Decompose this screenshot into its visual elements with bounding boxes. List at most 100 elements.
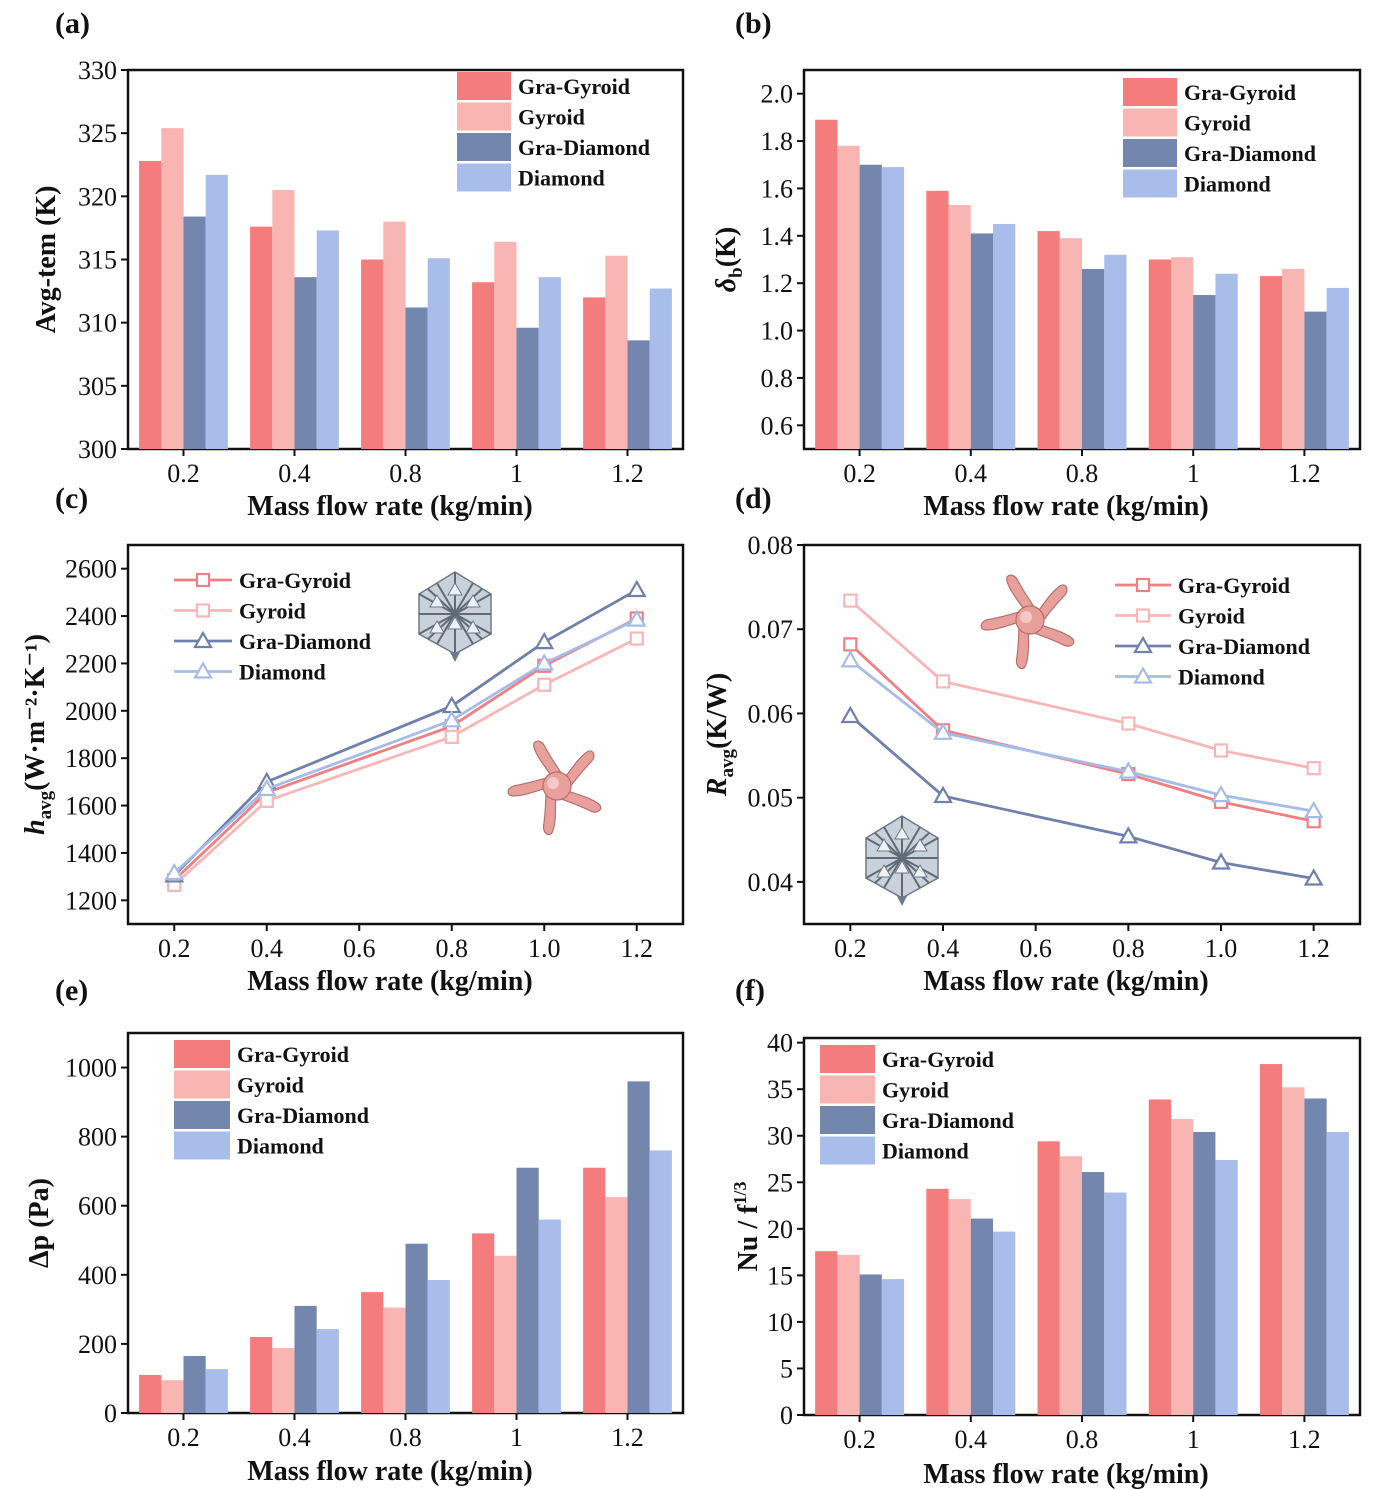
diamond-facet [912, 838, 928, 852]
panel-label: (a) [55, 7, 90, 40]
diamond-facet [429, 620, 445, 634]
series-line-gra-gyroid [173, 617, 638, 882]
marker-diamond-1 [256, 778, 277, 797]
marker-diamond-0 [840, 650, 861, 668]
y-axis-label-sup: 1/3 [730, 1182, 750, 1205]
legend-swatch-gra-gyroid [174, 1040, 230, 1068]
x-axis-label: Mass flow rate (kg/min) [923, 966, 1208, 997]
bar-b-gyroid-0 [837, 145, 860, 450]
bar-f-diamond-1 [993, 1231, 1016, 1415]
marker-gyroid-4 [629, 631, 644, 646]
y-tick-label: 35 [767, 1075, 793, 1104]
bar-f-gra-gyroid-3 [1148, 1099, 1171, 1415]
x-tick-label: 0.2 [167, 1423, 200, 1452]
y-tick-label: 1800 [65, 744, 117, 773]
bar-f-gyroid-3 [1170, 1118, 1194, 1415]
y-axis-label-main: Nu / f [733, 1204, 764, 1272]
x-axis-label: Mass flow rate (kg/min) [923, 491, 1208, 522]
y-tick-label: 2600 [65, 555, 117, 584]
y-tick-label: 5 [780, 1354, 793, 1383]
x-tick-label: 1 [1187, 459, 1200, 488]
bar-b-gra-gyroid-0 [815, 119, 838, 450]
legend-marker-gra-gyroid [1135, 577, 1151, 593]
bar-e-gyroid-4 [605, 1197, 628, 1413]
diamond-facet [465, 594, 481, 608]
bar-e-gra-gyroid-3 [472, 1233, 495, 1413]
marker-gra-diamond-0 [840, 705, 861, 724]
bar-a-gyroid-4 [605, 255, 628, 449]
bar-b-gra-diamond-3 [1193, 295, 1216, 449]
y-axis-label-sub: b [726, 267, 747, 278]
bar-e-diamond-0 [205, 1369, 228, 1413]
legend-label: Gra-Gyroid [237, 1042, 349, 1067]
diamond-structure-icon [865, 815, 939, 906]
legend-swatch-gra-diamond [457, 133, 511, 161]
bar-e-gra-diamond-0 [183, 1356, 206, 1413]
bar-a-diamond-4 [649, 288, 672, 449]
x-tick-label: 0.4 [955, 1425, 988, 1454]
y-axis-label: Nu / f1/3 [730, 1182, 764, 1272]
y-tick-label: 1400 [65, 839, 117, 868]
marker-diamond-1 [933, 722, 953, 740]
x-tick-label: 0.2 [158, 934, 191, 963]
gyroid-structure-icon [980, 574, 1075, 670]
legend-label: Gra-Diamond [1178, 634, 1310, 659]
bar-a-gra-diamond-0 [183, 216, 206, 449]
legend-marker-diamond [193, 661, 213, 679]
legend-label: Gra-Gyroid [1184, 80, 1296, 105]
legend-label: Gra-Diamond [1184, 141, 1316, 166]
x-tick-label: 1.2 [1288, 459, 1321, 488]
bar-f-diamond-2 [1104, 1192, 1127, 1415]
marker-diamond-3 [534, 653, 555, 671]
y-tick-label: 310 [78, 309, 117, 338]
bar-a-gra-gyroid-2 [361, 259, 384, 449]
gyroid-highlight [547, 777, 559, 789]
legend-label: Gra-Gyroid [1178, 573, 1290, 598]
marker-diamond-0 [164, 862, 185, 881]
bar-e-gra-gyroid-0 [139, 1375, 162, 1413]
x-tick-label: 0.6 [1019, 934, 1052, 963]
legend-swatch-gra-diamond [174, 1101, 230, 1129]
bar-b-diamond-2 [1104, 254, 1127, 449]
legend-swatch-gyroid [457, 102, 511, 131]
x-tick-label: 1.2 [1288, 1425, 1321, 1454]
y-tick-label: 40 [767, 1029, 793, 1058]
legend-label: Diamond [239, 660, 326, 685]
bar-f-gyroid-1 [948, 1199, 971, 1415]
panel-label: (d) [735, 482, 772, 515]
y-tick-label: 0.08 [748, 531, 794, 560]
marker-gra-diamond-4 [626, 579, 647, 598]
panel-b: (b) 0.6 0.8 1.0 1.2 1.4 1.6 1.8 2.0 0.2 0.4 0.8 1 1.2… [711, 7, 1362, 522]
x-tick-label: 1 [510, 459, 523, 488]
legend-swatch-diamond [457, 163, 511, 192]
x-tick-label: 0.4 [927, 934, 960, 963]
legend-label: Gra-Gyroid [518, 74, 630, 99]
y-tick-label: 300 [78, 435, 117, 464]
bar-e-gyroid-0 [161, 1380, 184, 1413]
bar-a-gyroid-2 [383, 221, 406, 449]
bar-b-gyroid-2 [1059, 238, 1082, 449]
bar-f-gra-gyroid-2 [1037, 1141, 1060, 1415]
legend-label: Gra-Diamond [237, 1103, 369, 1128]
y-tick-label: 10 [767, 1308, 793, 1337]
marker-gyroid-0 [843, 593, 858, 608]
y-axis-label: δb(K) [711, 227, 747, 292]
x-tick-label: 1.0 [528, 934, 561, 963]
bar-a-gra-diamond-2 [405, 307, 428, 449]
plot-frame [126, 543, 685, 926]
y-axis-label: Δp (Pa) [24, 1178, 55, 1268]
legend-label: Gra-Gyroid [882, 1047, 994, 1072]
bar-a-gra-diamond-3 [516, 327, 539, 449]
bar-e-gyroid-1 [272, 1348, 295, 1413]
bar-f-gra-gyroid-1 [926, 1188, 949, 1415]
legend-label: Gyroid [1178, 604, 1245, 629]
y-tick-label: 1.0 [761, 317, 794, 346]
x-tick-label: 1 [510, 1423, 523, 1452]
bar-a-diamond-1 [316, 230, 339, 449]
x-tick-label: 0.8 [436, 934, 469, 963]
bar-b-gyroid-1 [948, 205, 971, 449]
legend-swatch-gra-diamond [820, 1106, 875, 1134]
x-tick-label: 0.2 [843, 459, 876, 488]
marker-gra-diamond-4 [1303, 868, 1324, 886]
panel-d: (d) 0.04 0.05 0.06 0.07 0.08 0.2 0.4 0.6 0.8 1.0 1.… [702, 482, 1362, 997]
